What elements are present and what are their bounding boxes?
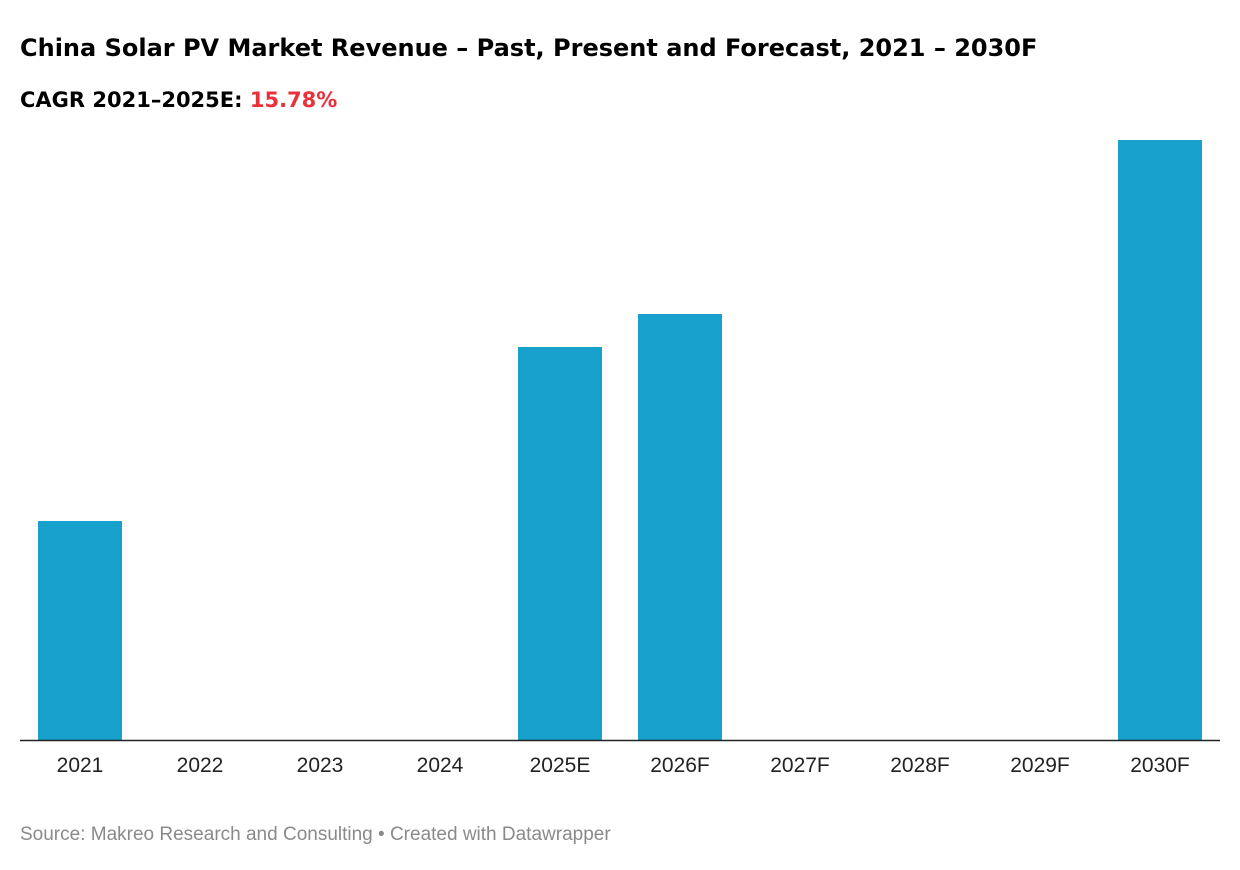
x-tick-label: 2021 xyxy=(57,754,104,777)
x-tick-label: 2030F xyxy=(1130,754,1190,777)
x-tick-label: 2025E xyxy=(530,754,591,777)
x-tick-label: 2028F xyxy=(890,754,950,777)
bar-2030F xyxy=(1118,140,1202,740)
x-tick-label: 2026F xyxy=(650,754,710,777)
cagr-value: 15.78% xyxy=(249,88,338,112)
chart-subtitle: CAGR 2021–2025E: 15.78% xyxy=(20,88,337,112)
bar-2025E xyxy=(518,347,602,740)
cagr-label: CAGR 2021–2025E: xyxy=(20,88,243,112)
x-tick-label: 2029F xyxy=(1010,754,1070,777)
x-tick-label: 2023 xyxy=(297,754,344,777)
x-tick-label: 2027F xyxy=(770,754,830,777)
bar-2021 xyxy=(38,521,122,740)
chart-title: China Solar PV Market Revenue – Past, Pr… xyxy=(20,34,1038,62)
bar-chart: 2021 2022 2023 2024 2025E 2026F 2027F 2028F 2029… xyxy=(20,140,1220,777)
bar-2026F xyxy=(638,314,722,740)
source-footer: Source: Makreo Research and Consulting •… xyxy=(20,824,611,845)
x-tick-label: 2022 xyxy=(177,754,224,777)
x-tick-label: 2024 xyxy=(417,754,464,777)
